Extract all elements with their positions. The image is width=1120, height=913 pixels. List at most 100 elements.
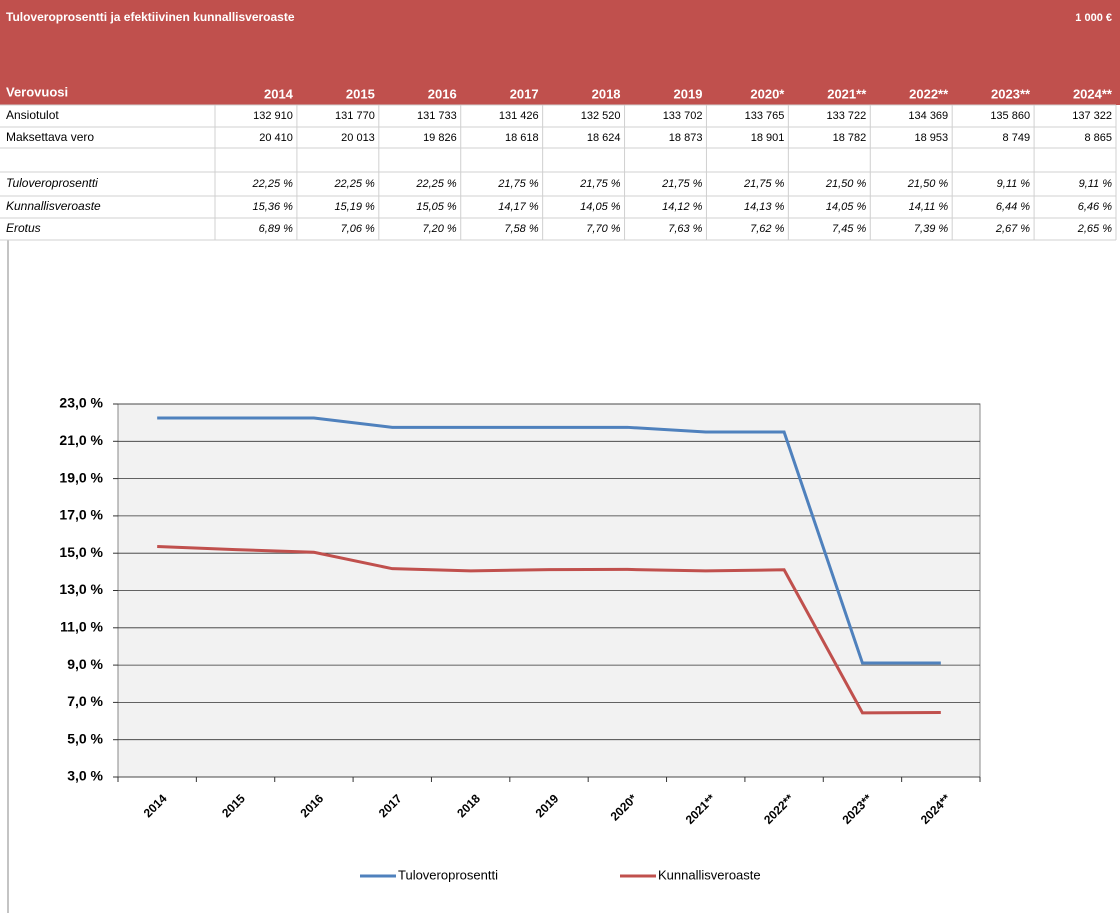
- x-tick-label: 2018: [454, 791, 483, 820]
- cell: 6,46 %: [1078, 201, 1112, 213]
- sheet-title: Tuloveroprosentti ja efektiivinen kunnal…: [6, 10, 295, 24]
- y-tick-label: 11,0 %: [60, 619, 103, 635]
- cell: 20 013: [341, 132, 375, 144]
- cell: 9,11 %: [1079, 178, 1113, 190]
- x-tick-label: 2023**: [839, 791, 875, 827]
- cell: 18 873: [669, 132, 703, 144]
- cell: 7,20 %: [422, 223, 456, 235]
- y-tick-label: 19,0 %: [59, 469, 103, 485]
- x-tick-label: 2015: [219, 791, 248, 820]
- series-line: [157, 416, 941, 665]
- legend-label: Tuloveroprosentti: [398, 867, 498, 882]
- series-line: [157, 544, 941, 715]
- cell: 20 410: [259, 132, 293, 144]
- cell: 7,62 %: [750, 223, 784, 235]
- row-label: Erotus: [6, 221, 41, 235]
- y-tick-label: 17,0 %: [59, 507, 103, 523]
- cell: 131 733: [417, 110, 457, 122]
- column-header: 2019: [674, 86, 703, 101]
- cell: 7,58 %: [504, 223, 538, 235]
- cell: 7,45 %: [832, 223, 866, 235]
- cell: 14,11 %: [909, 201, 949, 213]
- cell: 2,67 %: [995, 223, 1030, 235]
- column-header: Verovuosi: [6, 84, 68, 99]
- column-header: 2016: [428, 86, 457, 101]
- column-header: 2017: [510, 86, 539, 101]
- cell: 21,75 %: [579, 178, 621, 190]
- cell: 14,05 %: [826, 201, 867, 213]
- cell: 21,75 %: [661, 178, 703, 190]
- legend-label: Kunnallisveroaste: [658, 867, 761, 882]
- column-header: 2014: [264, 86, 294, 101]
- x-tick-label: 2017: [376, 791, 405, 820]
- cell: 131 426: [499, 110, 539, 122]
- x-tick-label: 2019: [533, 791, 562, 820]
- row-label: Kunnallisveroaste: [6, 199, 101, 213]
- x-tick-label: 2021**: [683, 791, 719, 827]
- cell: 9,11 %: [997, 178, 1031, 190]
- x-tick-label: 2016: [297, 791, 326, 820]
- column-header: 2018: [592, 86, 621, 101]
- header-band: [0, 0, 1120, 105]
- cell: 134 369: [908, 110, 948, 122]
- cell: 14,13 %: [744, 201, 785, 213]
- column-header: 2020*: [750, 86, 785, 101]
- cell: 22,25 %: [252, 178, 294, 190]
- cell: 8 749: [1003, 132, 1031, 144]
- cell: 135 860: [990, 110, 1030, 122]
- column-header: 2015: [346, 86, 375, 101]
- cell: 7,70 %: [586, 223, 620, 235]
- y-tick-label: 9,0 %: [67, 656, 103, 672]
- y-tick-label: 7,0 %: [67, 693, 103, 709]
- y-tick-label: 15,0 %: [59, 544, 103, 560]
- unit-label: 1 000 €: [1075, 12, 1112, 24]
- cell: 132 520: [581, 110, 621, 122]
- cell: 15,19 %: [334, 201, 375, 213]
- cell: 7,39 %: [914, 223, 948, 235]
- cell: 18 624: [587, 132, 621, 144]
- cell: 18 901: [751, 132, 785, 144]
- y-tick-label: 23,0 %: [59, 395, 103, 411]
- y-tick-label: 5,0 %: [67, 730, 103, 746]
- x-tick-label: 2014: [141, 791, 170, 820]
- row-label: Maksettava vero: [6, 130, 94, 144]
- cell: 7,06 %: [341, 223, 375, 235]
- cell: 131 770: [335, 110, 375, 122]
- cell: 6,44 %: [996, 201, 1030, 213]
- column-header: 2023**: [991, 86, 1031, 101]
- cell: 133 722: [827, 110, 867, 122]
- y-tick-label: 21,0 %: [59, 432, 103, 448]
- cell: 132 910: [253, 110, 293, 122]
- row-label: Tuloveroprosentti: [6, 176, 98, 190]
- cell: 19 826: [423, 132, 457, 144]
- cell: 18 953: [915, 132, 949, 144]
- cell: 21,75 %: [497, 178, 539, 190]
- cell: 18 782: [833, 132, 867, 144]
- cell: 14,12 %: [662, 201, 703, 213]
- y-tick-label: 3,0 %: [67, 768, 103, 784]
- x-tick-label: 2020*: [608, 791, 640, 823]
- x-tick-label: 2022**: [761, 791, 797, 827]
- column-header: 2024**: [1073, 86, 1113, 101]
- cell: 2,65 %: [1077, 223, 1112, 235]
- cell: 22,25 %: [415, 178, 457, 190]
- cell: 137 322: [1072, 110, 1112, 122]
- cell: 133 702: [663, 110, 703, 122]
- cell: 15,36 %: [253, 201, 294, 213]
- cell: 7,63 %: [668, 223, 702, 235]
- cell: 18 618: [505, 132, 539, 144]
- cell: 15,05 %: [416, 201, 457, 213]
- cell: 6,89 %: [259, 223, 293, 235]
- cell: 21,50 %: [907, 178, 949, 190]
- cell: 21,50 %: [825, 178, 867, 190]
- column-header: 2022**: [909, 86, 949, 101]
- y-tick-label: 13,0 %: [59, 581, 103, 597]
- cell: 133 765: [745, 110, 785, 122]
- cell: 22,25 %: [333, 178, 375, 190]
- cell: 14,17 %: [498, 201, 539, 213]
- x-tick-label: 2024**: [918, 791, 954, 827]
- cell: 21,75 %: [743, 178, 785, 190]
- cell: 14,05 %: [580, 201, 621, 213]
- row-label: Ansiotulot: [6, 108, 59, 122]
